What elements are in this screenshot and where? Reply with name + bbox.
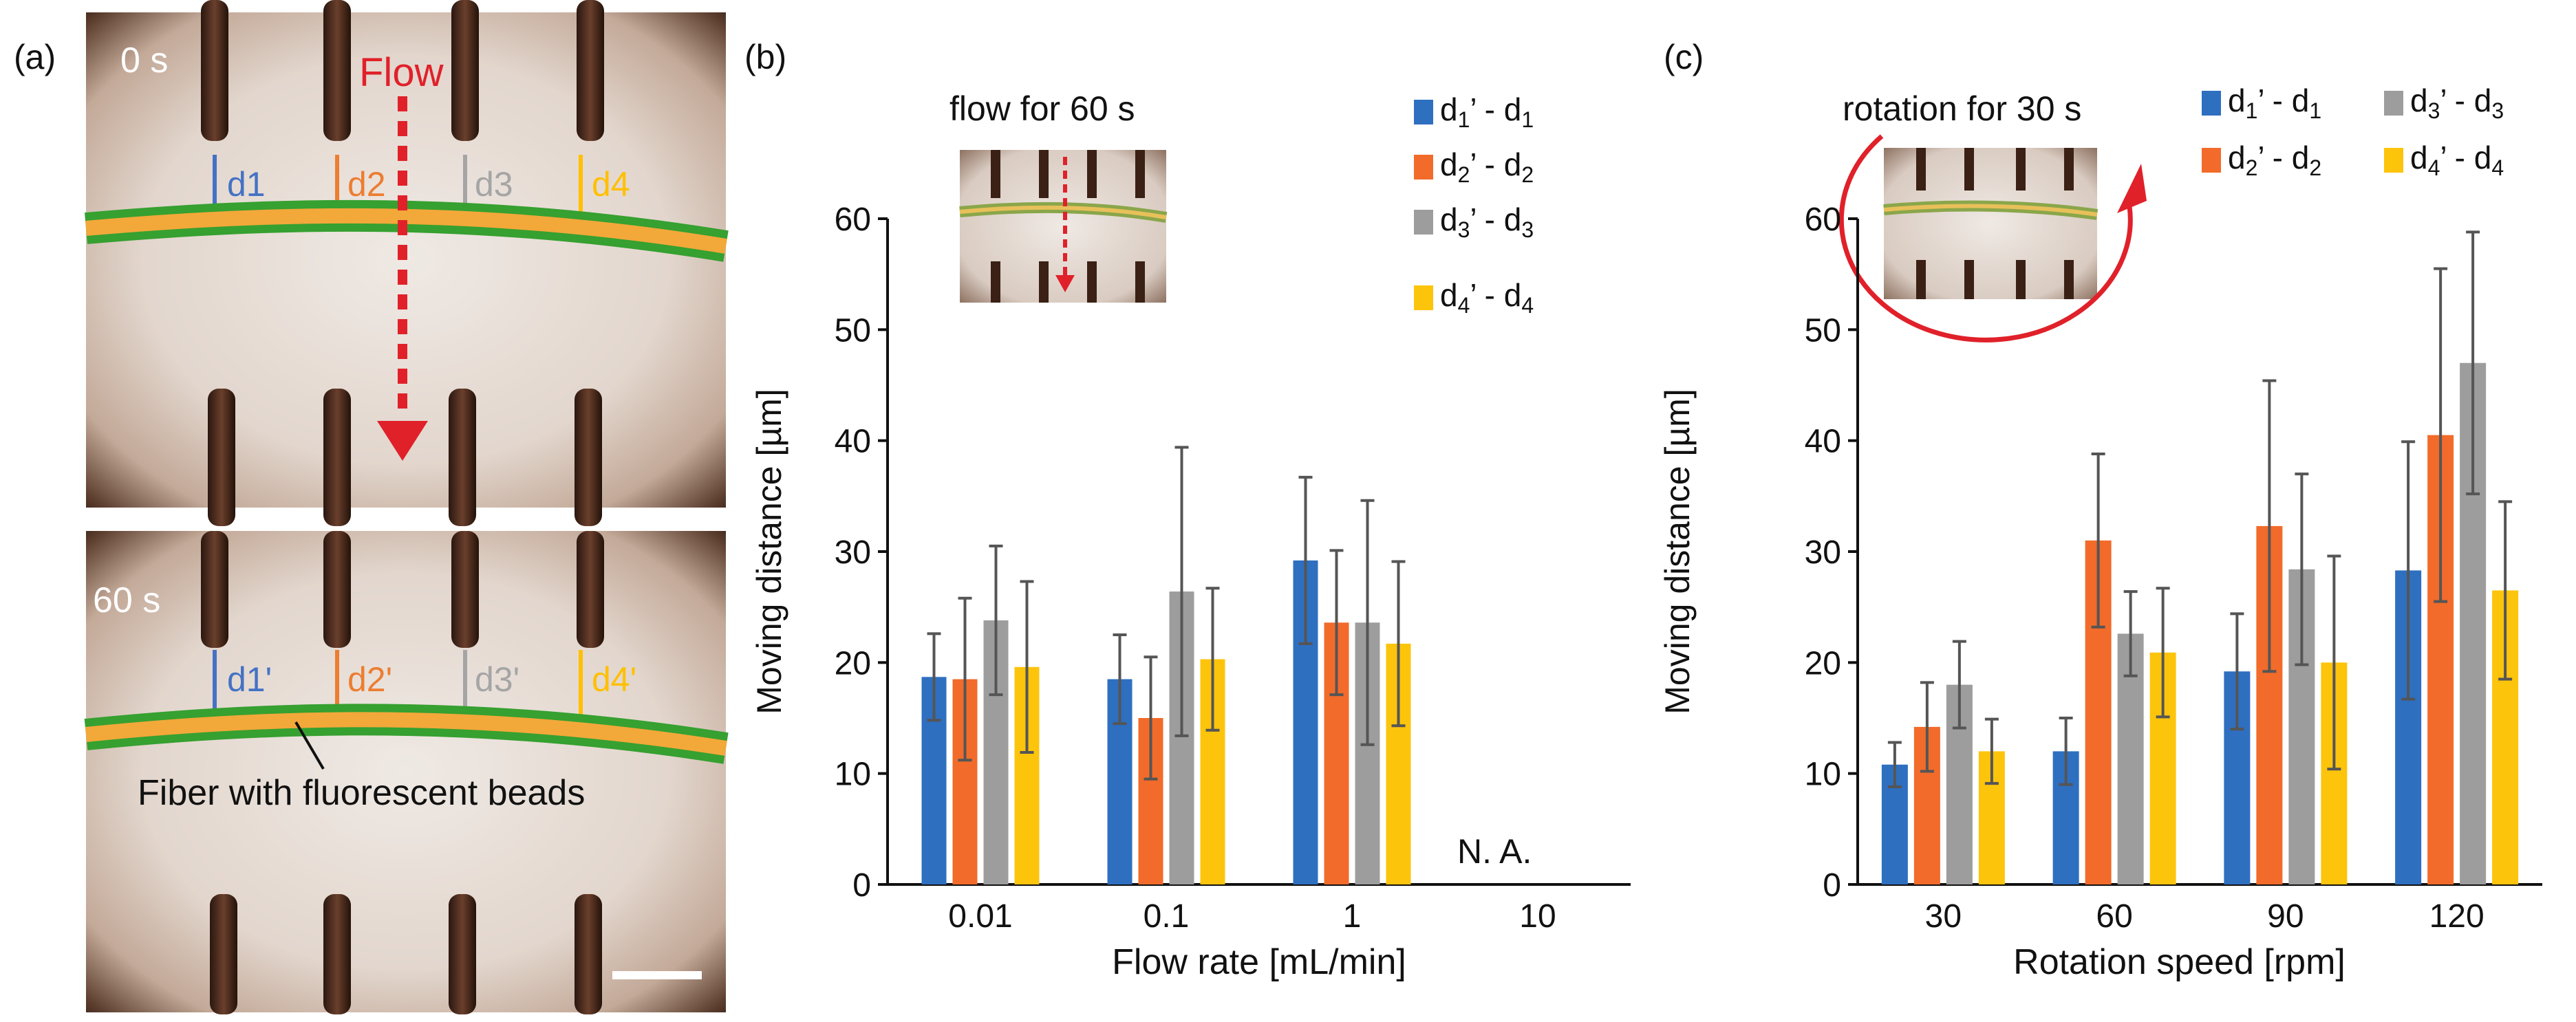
- x-tick-label: 120: [2429, 898, 2484, 935]
- rotation-arrow-head: [2117, 164, 2147, 213]
- x-tick-label: 60: [2096, 898, 2132, 935]
- label-d1-prime: d1': [227, 660, 272, 699]
- panel-c: (c) rotation for 30 s 0 10 20 30 40 50 60 Movin…: [1658, 38, 2542, 982]
- x-axis-label: Rotation speed [rpm]: [2013, 942, 2346, 982]
- legend-label: d1’ - d1: [1440, 91, 1534, 132]
- y-tick-label: 0: [852, 867, 871, 904]
- chart-b: 0 10 20 30 40 50 60 Moving distance [µm] Flow ra…: [750, 91, 1631, 982]
- legend-label: d3’ - d3: [2410, 83, 2504, 123]
- flow-label: Flow: [359, 50, 444, 95]
- label-d1: d1: [227, 165, 266, 204]
- y-tick-label: 60: [1805, 202, 1841, 238]
- label-d2: d2: [347, 165, 386, 204]
- legend-label: d2’ - d2: [2228, 140, 2321, 180]
- x-tick-label: 30: [1925, 898, 1962, 935]
- legend-label: d3’ - d3: [1440, 202, 1534, 242]
- label-d2-prime: d2': [347, 660, 392, 699]
- legend-swatch: [2384, 91, 2403, 116]
- micrograph-top: d1 d2 d3 d4 Flow 0 s: [85, 0, 729, 526]
- micrograph-bottom: d1' d2' d3' d4' Fiber with fluorescent b…: [84, 531, 729, 1014]
- panel-a-label: (a): [14, 38, 56, 76]
- label-d3: d3: [475, 165, 513, 204]
- panel-b: (b) flow for 60 s 0 10 20 30 40 50 60 Moving di…: [744, 38, 1631, 982]
- legend-label: d4’ - d4: [2410, 140, 2504, 180]
- y-axis-label: Moving distance [µm]: [750, 389, 788, 714]
- time-label-top: 0 s: [120, 41, 168, 80]
- y-tick-label: 50: [835, 312, 871, 349]
- y-tick-label: 0: [1823, 867, 1841, 904]
- scale-bar: [612, 971, 702, 979]
- legend-swatch: [1414, 155, 1433, 180]
- pillars-bottom-upper: [201, 531, 604, 648]
- x-tick-label: 0.1: [1144, 898, 1190, 935]
- panel-c-label: (c): [1664, 38, 1704, 76]
- pillars-top-lower: [208, 389, 602, 526]
- legend-swatch: [2202, 91, 2221, 116]
- inset-c-image: [1883, 148, 2099, 299]
- y-tick-label: 30: [835, 534, 871, 571]
- legend-swatch: [2202, 148, 2221, 173]
- na-label: N. A.: [1457, 832, 1532, 871]
- y-tick-label: 30: [1805, 534, 1841, 571]
- time-label-bottom: 60 s: [93, 580, 160, 620]
- pillars-bottom-lower: [210, 894, 602, 1014]
- x-tick-label: 1: [1343, 898, 1362, 935]
- x-tick-label: 0.01: [948, 898, 1012, 935]
- legend-label: d1’ - d1: [2228, 83, 2321, 123]
- label-d4: d4: [592, 165, 630, 204]
- y-tick-label: 40: [1805, 424, 1841, 460]
- distance-markers-bottom: d1' d2' d3' d4': [213, 650, 636, 715]
- y-tick-label: 60: [835, 202, 871, 238]
- panel-b-label: (b): [744, 38, 786, 76]
- y-tick-label: 40: [835, 424, 871, 460]
- inset-c-caption: rotation for 30 s: [1843, 89, 2081, 128]
- y-tick-label: 20: [1805, 645, 1841, 682]
- legend-swatch: [1414, 100, 1433, 124]
- legend-label: d2’ - d2: [1440, 146, 1534, 187]
- flow-arrow-head: [377, 421, 428, 461]
- pillars-top-upper: [201, 0, 604, 141]
- label-d3-prime: d3': [475, 660, 519, 699]
- legend-swatch: [1414, 285, 1433, 310]
- y-tick-label: 10: [835, 757, 871, 793]
- panel-a: (a) d1 d2 d3: [14, 0, 729, 1014]
- label-d4-prime: d4': [592, 660, 636, 699]
- legend-label: d4’ - d4: [1440, 277, 1534, 318]
- rotation-arrow: [1838, 134, 2133, 343]
- x-tick-label: 10: [1519, 898, 1556, 935]
- distance-markers-top: d1 d2 d3 d4: [213, 155, 630, 213]
- y-tick-label: 50: [1805, 312, 1841, 349]
- x-axis-label: Flow rate [mL/min]: [1112, 942, 1406, 982]
- x-tick-label: 90: [2267, 898, 2304, 935]
- inset-b-image: [959, 150, 1168, 303]
- chart-c: 0 10 20 30 40 50 60 Moving distance [µm] Rotatio…: [1658, 83, 2542, 982]
- legend-swatch: [2384, 148, 2403, 173]
- inset-b-caption: flow for 60 s: [949, 89, 1135, 128]
- y-axis-label: Moving distance [µm]: [1658, 389, 1697, 714]
- y-tick-label: 20: [835, 645, 871, 682]
- legend-swatch: [1414, 210, 1433, 235]
- fiber-caption-pointer: [294, 721, 325, 770]
- y-tick-label: 10: [1805, 757, 1841, 793]
- fiber-caption: Fiber with fluorescent beads: [138, 773, 585, 813]
